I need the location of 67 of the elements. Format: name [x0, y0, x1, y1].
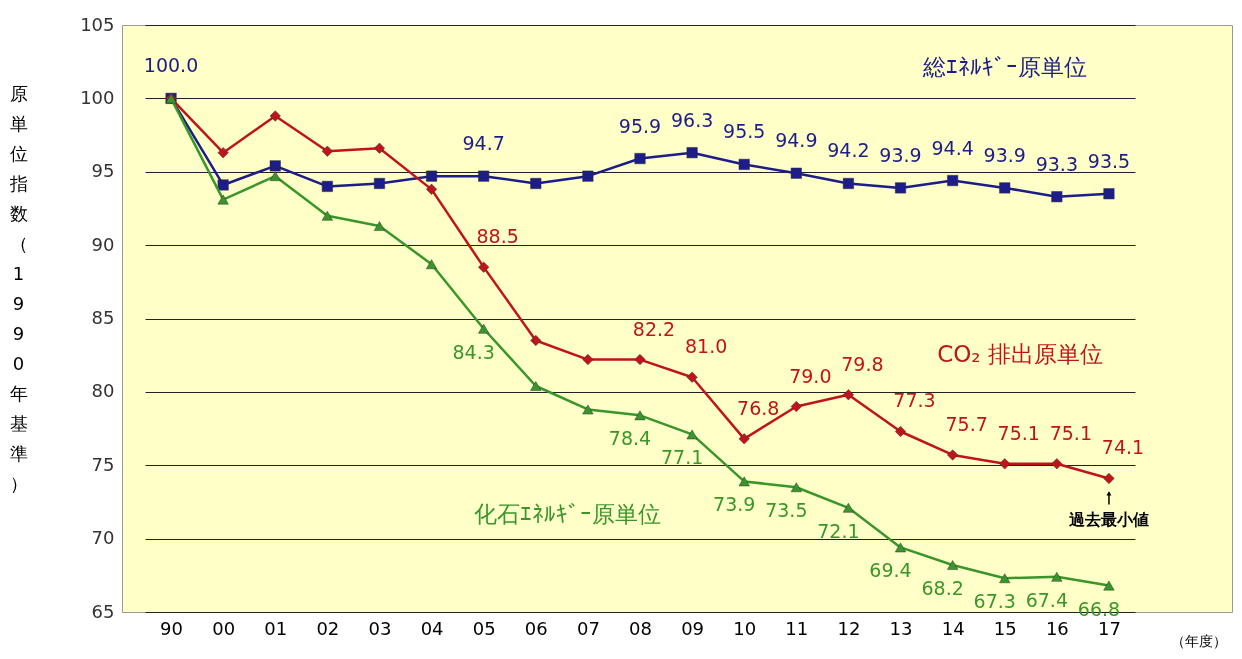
- data-label: 95.5: [723, 120, 766, 143]
- x-tick-label: 08: [629, 617, 652, 639]
- text: 化石ｴﾈﾙｷﾞｰ原単位: [473, 501, 661, 527]
- text: 総ｴﾈﾙｷﾞｰ原単位: [922, 54, 1087, 80]
- y-tick-label: 95: [91, 160, 115, 182]
- y-tick-label: 105: [80, 13, 115, 35]
- data-label: 75.7: [945, 412, 988, 435]
- data-label: 81.0: [684, 335, 728, 358]
- data-label: 93.9: [983, 143, 1026, 166]
- y-tick-label: 65: [91, 600, 115, 622]
- y-tick-label: 90: [91, 233, 115, 255]
- x-tick-label: 10: [733, 617, 757, 639]
- x-tick-label: 11: [785, 617, 809, 639]
- y-tick-label: 75: [91, 453, 115, 475]
- x-tick-label: 00: [212, 617, 236, 639]
- data-label: 93.5: [1087, 149, 1131, 172]
- data-label: 75.1: [1049, 421, 1092, 444]
- x-tick-label: 07: [576, 617, 600, 639]
- data-label: 93.9: [879, 143, 922, 166]
- data-label: 75.1: [997, 421, 1040, 444]
- data-label: 94.2: [827, 139, 870, 162]
- data-label: 68.2: [921, 577, 964, 600]
- data-label: 78.4: [608, 427, 652, 450]
- data-label: 74.1: [1101, 436, 1145, 459]
- data-label: 94.7: [462, 132, 505, 155]
- data-label: 76.8: [737, 396, 780, 419]
- x-tick-label: 16: [1045, 617, 1069, 639]
- x-tick-label: 04: [420, 617, 444, 639]
- y-tick-label: 70: [91, 527, 115, 549]
- data-label: 73.9: [713, 493, 756, 516]
- annotation: 過去最小値: [1067, 510, 1149, 530]
- data-label: 69.4: [869, 559, 912, 582]
- data-label: 72.1: [817, 519, 860, 542]
- data-label: 67.3: [973, 590, 1016, 613]
- y-tick-label: 80: [91, 380, 115, 402]
- data-label: 73.5: [765, 499, 808, 522]
- x-tick-label: 03: [368, 617, 392, 639]
- data-label: 94.9: [775, 129, 818, 152]
- x-tick-label: 13: [889, 617, 913, 639]
- x-tick-label: 90: [160, 617, 184, 639]
- data-label: 77.1: [660, 446, 704, 469]
- data-label: 93.3: [1035, 152, 1078, 175]
- data-label: 77.3: [893, 389, 936, 412]
- data-label: 84.3: [452, 340, 495, 363]
- data-label: 82.2: [632, 317, 676, 340]
- data-label: 95.9: [618, 114, 662, 137]
- y-tick-label: 100: [80, 86, 115, 108]
- data-label: 79.0: [789, 364, 832, 387]
- x-tick-label: 05: [472, 617, 496, 639]
- x-tick-label: 12: [837, 617, 861, 639]
- x-tick-label: 06: [524, 617, 548, 639]
- x-tick-label: 15: [993, 617, 1017, 639]
- x-axis-title: （年度）: [1170, 632, 1227, 649]
- data-label: 94.4: [931, 136, 974, 159]
- text: CO₂ 排出原単位: [937, 341, 1103, 367]
- x-tick-label: 14: [941, 617, 965, 639]
- x-tick-label: 02: [316, 617, 340, 639]
- y-tick-label: 85: [91, 307, 115, 328]
- data-label: 67.4: [1025, 588, 1068, 611]
- data-label: 96.3: [670, 108, 714, 131]
- data-label: 88.5: [476, 225, 519, 248]
- text: 原単位指数（1990年基準）: [9, 82, 28, 494]
- x-tick-label: 01: [264, 617, 288, 639]
- data-label: 79.8: [841, 352, 884, 375]
- x-tick-label: 09: [681, 617, 705, 639]
- x-tick-label: 17: [1097, 617, 1121, 639]
- data-label: 100.0: [143, 54, 199, 77]
